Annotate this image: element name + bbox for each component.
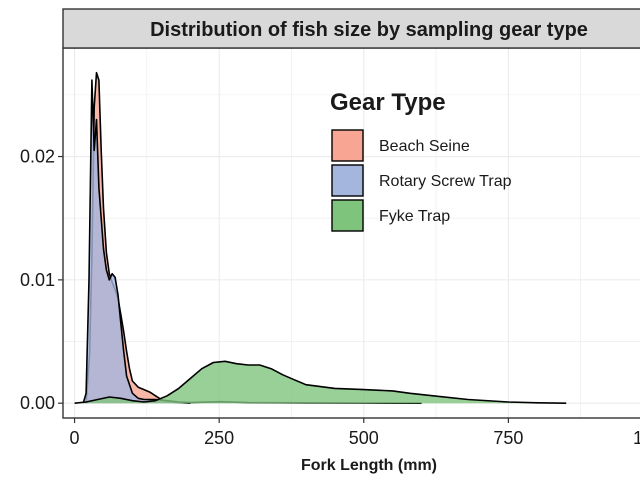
y-axis-ticks: 0.00 0.01 0.02 <box>20 147 63 413</box>
x-tick-label: 0 <box>70 428 80 448</box>
y-tick-label: 0.02 <box>20 147 55 167</box>
legend-key-beach-seine <box>331 129 364 162</box>
title-strip <box>62 8 640 49</box>
x-tick-label: 250 <box>204 428 234 448</box>
panel-background <box>63 48 640 418</box>
legend: Gear Type Beach Seine Rotary Screw Trap Fy… <box>330 89 512 232</box>
legend-label-rotary-screw-trap: Rotary Screw Trap <box>379 173 512 190</box>
density-area-fyke-trap <box>74 361 567 404</box>
density-areas <box>74 71 567 404</box>
legend-key-rotary-screw-trap <box>331 164 364 197</box>
x-tick-label: 750 <box>493 428 523 448</box>
legend-label-beach-seine: Beach Seine <box>379 138 470 155</box>
chart-title: Distribution of fish size by sampling ge… <box>150 19 588 41</box>
y-tick-label: 0.01 <box>20 270 55 290</box>
legend-key-fyke-trap <box>331 199 364 232</box>
density-area-rotary-screw-trap <box>83 80 422 404</box>
y-tick-label: 0.00 <box>20 393 55 413</box>
legend-title: Gear Type <box>330 89 446 116</box>
density-line-fyke-trap <box>74 360 567 404</box>
legend-label-fyke-trap: Fyke Trap <box>379 208 450 225</box>
x-tick-label: 500 <box>349 428 379 448</box>
x-axis-title: Fork Length (mm) <box>301 457 437 474</box>
x-axis-ticks: 0 250 500 750 1000 <box>70 418 640 448</box>
x-tick-label: 1000 <box>633 428 640 448</box>
